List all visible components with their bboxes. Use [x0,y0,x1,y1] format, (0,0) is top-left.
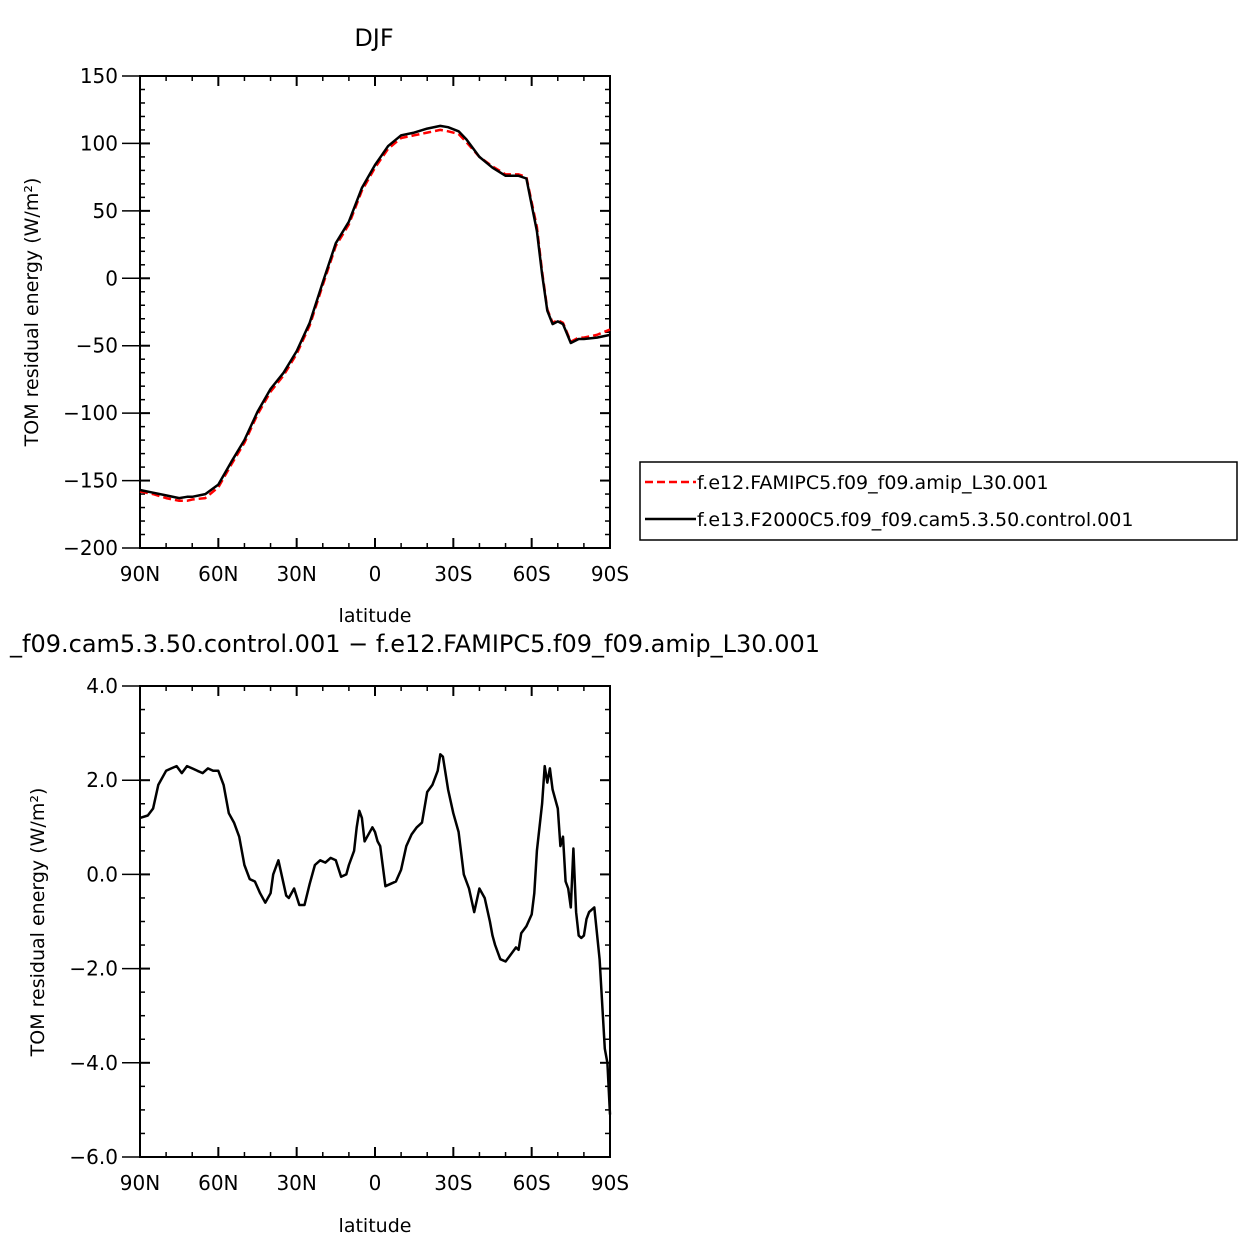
bottom-y-tick-label: 4.0 [86,674,118,698]
top-y-tick-label: 100 [80,131,118,155]
bottom-y-axis-label: TOM residual energy (W/m²) [27,788,49,1058]
top-x-tick-label: 60N [198,562,238,586]
bottom-y-tick-label: −6.0 [69,1145,118,1169]
top-y-tick-label: −150 [63,469,118,493]
bottom-x-tick-label: 30N [276,1171,316,1195]
legend-label-amip: f.e12.FAMIPC5.f09_f09.amip_L30.001 [697,472,1049,494]
top-series-line-2 [139,124,611,500]
top-series-line-1 [139,128,611,503]
bottom-x-tick-label: 60N [198,1171,238,1195]
top-plot-frame [139,75,611,549]
top-x-tick-label: 90S [591,562,629,586]
top-x-axis-label: latitude [339,605,412,627]
top-y-axis-label: TOM residual energy (W/m²) [21,178,43,448]
bottom-y-tick-label: 2.0 [86,768,118,792]
top-y-tick-label: −100 [63,401,118,425]
top-x-tick-label: 30S [434,562,472,586]
top-y-tick-label: 50 [93,199,118,223]
top-y-tick-label: 150 [80,64,118,88]
bottom-x-tick-label: 90N [120,1171,160,1195]
top-y-tick-label: −50 [76,334,118,358]
bottom-x-tick-label: 0 [369,1171,382,1195]
top-x-tick-label: 30N [276,562,316,586]
bottom-x-tick-label: 90S [591,1171,629,1195]
bottom-y-tick-label: 0.0 [86,862,118,886]
top-x-tick-label: 60S [513,562,551,586]
top-chart-title: DJF [354,24,393,52]
legend: f.e12.FAMIPC5.f09_f09.amip_L30.001 f.e13… [639,461,1238,541]
top-x-tick-label: 90N [120,562,160,586]
bottom-chart-title: _f09.cam5.3.50.control.001 − f.e12.FAMIP… [9,630,820,658]
bottom-series-line-1 [139,753,612,1115]
top-y-tick-label: 0 [105,266,118,290]
bottom-y-tick-label: −4.0 [69,1051,118,1075]
bottom-plot-frame [139,685,611,1158]
top-x-tick-label: 0 [369,562,382,586]
bottom-x-axis-label: latitude [339,1215,412,1237]
legend-box [639,461,1238,541]
top-y-tick-label: −200 [63,536,118,560]
bottom-x-tick-label: 30S [434,1171,472,1195]
bottom-y-tick-label: −2.0 [69,957,118,981]
legend-label-control: f.e13.F2000C5.f09_f09.cam5.3.50.control.… [697,509,1133,531]
bottom-x-tick-label: 60S [513,1171,551,1195]
